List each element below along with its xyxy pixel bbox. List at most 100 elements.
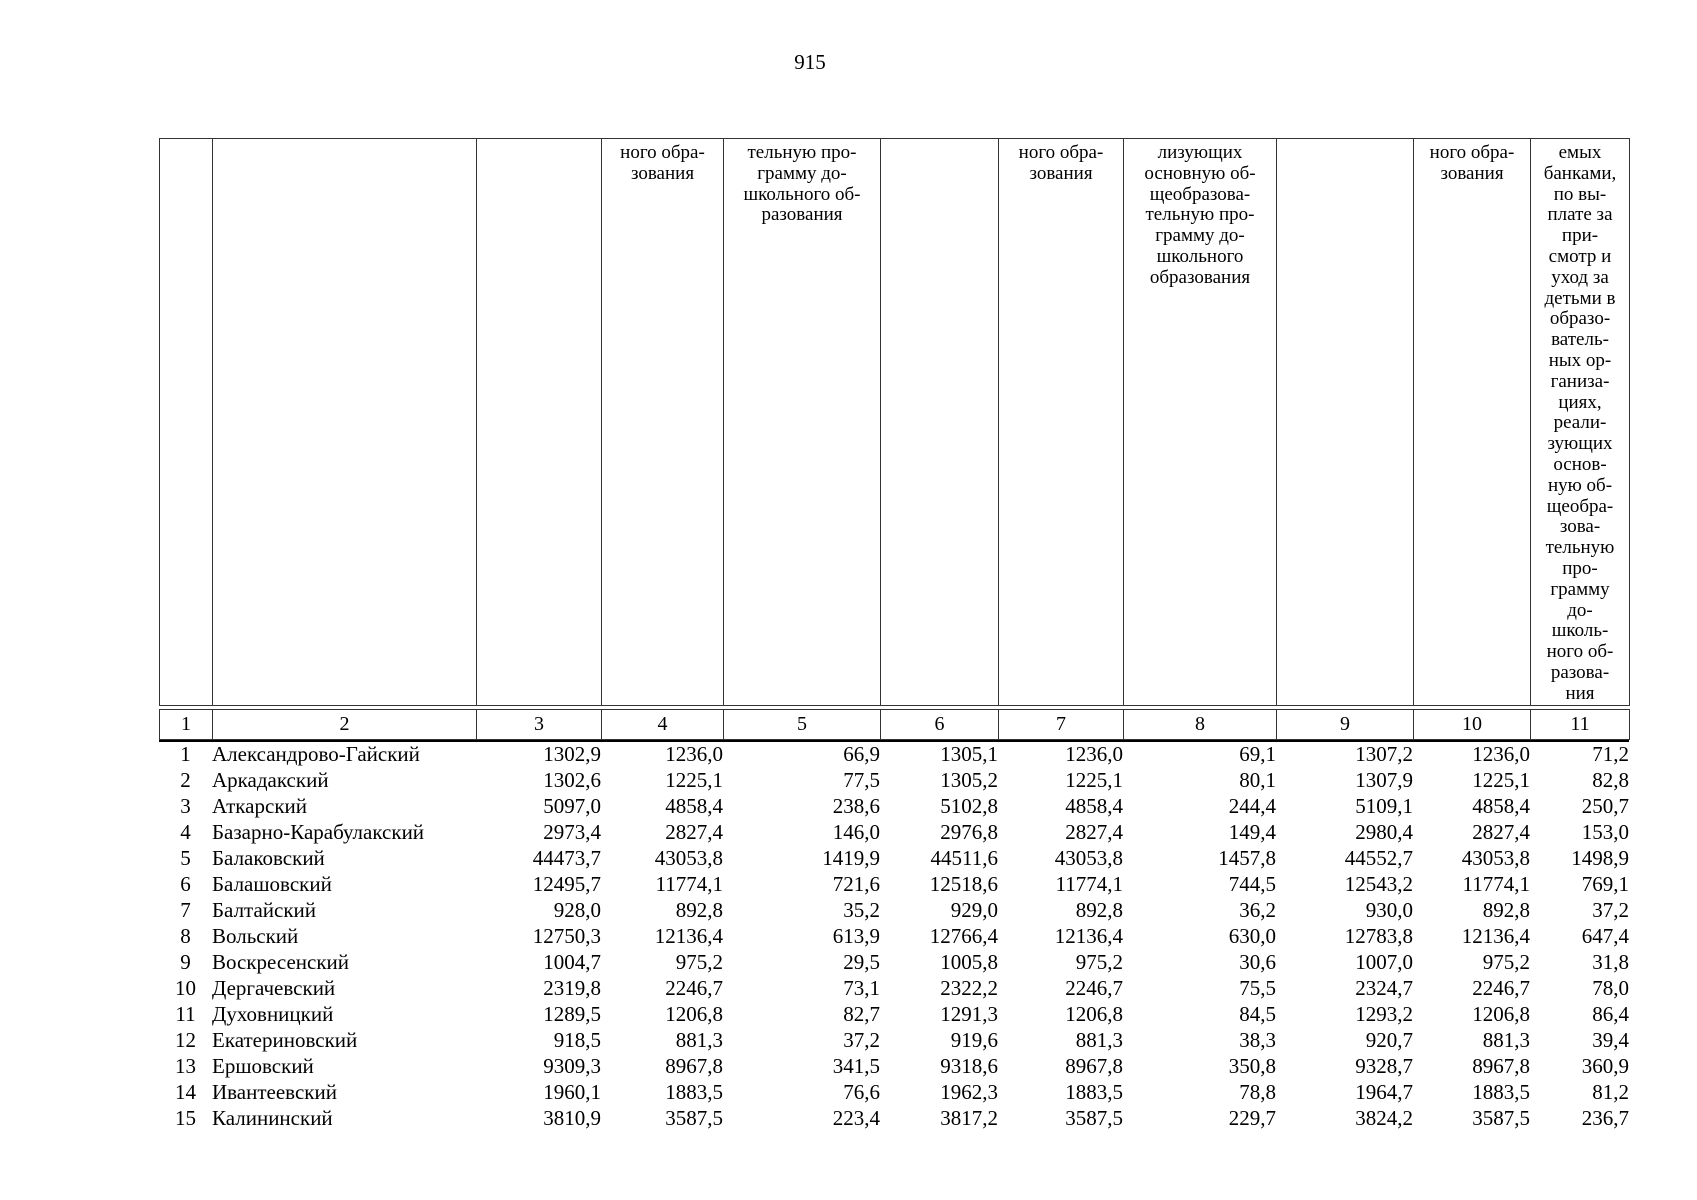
value-cell: 920,7 [1365,1028,1413,1053]
row-number-cell: 9 [180,950,191,975]
value-cell: 2827,4 [1065,820,1123,845]
value-cell: 1305,2 [940,768,998,793]
header-cell: тельную про- грамму до- школьного об- ра… [723,138,881,706]
value-cell: 2827,4 [1472,820,1530,845]
value-cell: 1964,7 [1355,1080,1413,1105]
value-cell: 630,0 [1228,924,1276,949]
value-cell: 1302,9 [543,742,601,767]
value-cell: 3810,9 [543,1106,601,1131]
value-cell: 1007,0 [1355,950,1413,975]
value-cell: 12495,7 [532,872,601,897]
value-cell: 44552,7 [1344,846,1413,871]
value-cell: 12783,8 [1344,924,1413,949]
district-name-cell: Ершовский [212,1054,314,1079]
value-cell: 244,4 [1228,794,1276,819]
value-cell: 38,3 [1239,1028,1276,1053]
value-cell: 1883,5 [1472,1080,1530,1105]
value-cell: 12750,3 [532,924,601,949]
table-row: 2 Аркадакский 1302,6 1225,1 77,5 1305,2 1225,1… [159,768,1629,794]
page-number: 915 [794,50,826,74]
value-cell: 2246,7 [1065,976,1123,1001]
value-cell: 1293,2 [1355,1002,1413,1027]
value-cell: 229,7 [1228,1106,1276,1131]
value-cell: 892,8 [1482,898,1530,923]
column-numbers: 1 2 3 4 5 6 7 8 9 10 11 [159,708,1630,740]
value-cell: 2976,8 [940,820,998,845]
value-cell: 78,0 [1592,976,1629,1001]
value-cell: 1225,1 [1065,768,1123,793]
value-cell: 1307,2 [1355,742,1413,767]
value-cell: 1225,1 [665,768,723,793]
value-cell: 29,5 [843,950,880,975]
header-cell [880,138,999,706]
value-cell: 82,7 [843,1002,880,1027]
value-cell: 881,3 [1075,1028,1123,1053]
district-name-cell: Ивантеевский [212,1080,337,1105]
value-cell: 2980,4 [1355,820,1413,845]
value-cell: 2827,4 [665,820,723,845]
value-cell: 73,1 [843,976,880,1001]
value-cell: 43053,8 [654,846,723,871]
table-row: 12 Екатериновский 918,5 881,3 37,2 919,6 881,3… [159,1028,1629,1054]
value-cell: 918,5 [553,1028,601,1053]
value-cell: 1005,8 [940,950,998,975]
value-cell: 1236,0 [1065,742,1123,767]
value-cell: 1962,3 [940,1080,998,1105]
row-number-cell: 6 [180,872,191,897]
value-cell: 78,8 [1239,1080,1276,1105]
value-cell: 1457,8 [1218,846,1276,871]
value-cell: 1206,8 [665,1002,723,1027]
value-cell: 12136,4 [1461,924,1530,949]
row-number-cell: 8 [180,924,191,949]
value-cell: 223,4 [832,1106,880,1131]
value-cell: 4858,4 [1065,794,1123,819]
value-cell: 1302,6 [543,768,601,793]
header-cell [212,138,477,706]
value-cell: 892,8 [675,898,723,923]
column-number-cell: 10 [1413,708,1531,740]
table-row: 6 Балашовский 12495,7 11774,1 721,6 12518,6 11… [159,872,1629,898]
row-number-cell: 14 [175,1080,196,1105]
value-cell: 2246,7 [665,976,723,1001]
column-number-cell: 9 [1276,708,1414,740]
row-number-cell: 5 [180,846,191,871]
row-number-cell: 7 [180,898,191,923]
value-cell: 66,9 [843,742,880,767]
value-cell: 1004,7 [543,950,601,975]
value-cell: 44511,6 [930,846,998,871]
value-cell: 153,0 [1581,820,1629,845]
value-cell: 12543,2 [1344,872,1413,897]
value-cell: 9318,6 [940,1054,998,1079]
value-cell: 769,1 [1581,872,1629,897]
value-cell: 4858,4 [1472,794,1530,819]
district-name-cell: Калининский [212,1106,333,1131]
district-name-cell: Аркадакский [212,768,329,793]
value-cell: 43053,8 [1461,846,1530,871]
value-cell: 81,2 [1592,1080,1629,1105]
value-cell: 37,2 [843,1028,880,1053]
value-cell: 1236,0 [665,742,723,767]
value-cell: 919,6 [950,1028,998,1053]
value-cell: 9309,3 [543,1054,601,1079]
value-cell: 1225,1 [1472,768,1530,793]
value-cell: 2319,8 [543,976,601,1001]
value-cell: 250,7 [1581,794,1629,819]
value-cell: 238,6 [832,794,880,819]
table-row: 7 Балтайский 928,0 892,8 35,2 929,0 892,8 36,2 9… [159,898,1629,924]
table-row: 5 Балаковский 44473,7 43053,8 1419,9 44511,6 4… [159,846,1629,872]
district-name-cell: Балтайский [212,898,317,923]
table-row: 13 Ершовский 9309,3 8967,8 341,5 9318,6 8967,8… [159,1054,1629,1080]
column-number-cell: 8 [1123,708,1277,740]
value-cell: 9328,7 [1355,1054,1413,1079]
value-cell: 360,9 [1581,1054,1629,1079]
header-cell: ного обра- зования [601,138,724,706]
value-cell: 35,2 [843,898,880,923]
value-cell: 3587,5 [665,1106,723,1131]
table-row: 1 Александрово-Гайский 1302,9 1236,0 66,9 130… [159,741,1629,768]
value-cell: 5097,0 [543,794,601,819]
value-cell: 30,6 [1239,950,1276,975]
value-cell: 36,2 [1239,898,1276,923]
value-cell: 975,2 [675,950,723,975]
value-cell: 1883,5 [665,1080,723,1105]
table-row: 11 Духовницкий 1289,5 1206,8 82,7 1291,3 1206,… [159,1002,1629,1028]
